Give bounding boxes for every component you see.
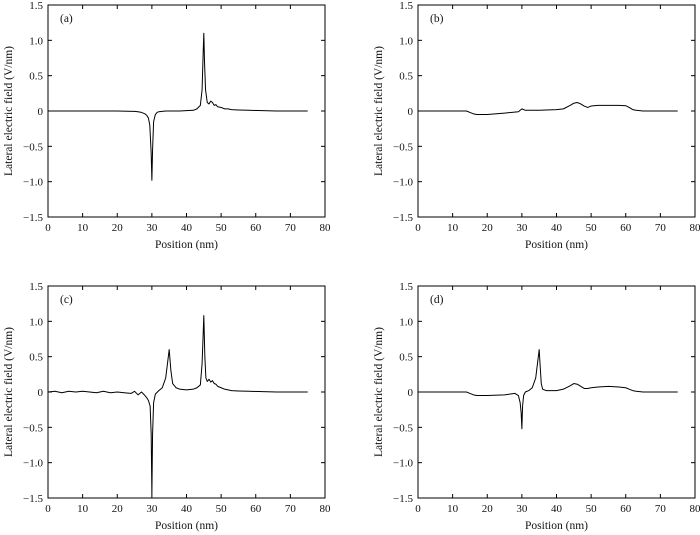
x-tick-label: 50 bbox=[586, 222, 598, 234]
y-tick-label: 0.5 bbox=[399, 71, 413, 83]
y-tick-label: 1.0 bbox=[29, 35, 43, 47]
y-tick-label: 1.5 bbox=[399, 281, 413, 293]
y-tick-label: 0 bbox=[408, 106, 414, 118]
x-tick-label: 20 bbox=[482, 222, 494, 234]
series-line bbox=[48, 32, 308, 181]
x-tick-label: 0 bbox=[415, 503, 421, 515]
panel-label: (a) bbox=[60, 13, 73, 25]
x-tick-label: 50 bbox=[216, 222, 228, 234]
x-tick-label: 40 bbox=[551, 222, 563, 234]
series-line bbox=[418, 102, 678, 116]
x-tick-label: 60 bbox=[620, 503, 632, 515]
x-tick-label: 0 bbox=[415, 222, 421, 234]
y-tick-label: −1.5 bbox=[23, 212, 43, 224]
y-tick-label: 1.0 bbox=[29, 316, 43, 328]
y-tick-label: 0 bbox=[38, 106, 44, 118]
x-tick-label: 20 bbox=[112, 222, 124, 234]
chart-panel-c: 0 10 20 30 40 50 60 70 80 1.5 1.0 0.5 0 −0.5 −1.0 −1.5 P… bbox=[3, 281, 331, 532]
x-axis-title: Position (nm) bbox=[155, 239, 218, 251]
y-tick-label: −1.5 bbox=[23, 493, 43, 505]
y-tick-label: −1.0 bbox=[23, 177, 43, 189]
x-tick-label: 30 bbox=[146, 222, 158, 234]
x-tick-label: 30 bbox=[146, 503, 158, 515]
x-tick-label: 0 bbox=[45, 503, 51, 515]
series-line bbox=[418, 349, 678, 430]
y-axis-title: Lateral electric field (V/nm) bbox=[3, 327, 15, 457]
y-axis-title: Lateral electric field (V/nm) bbox=[373, 46, 385, 176]
y-tick-label: 1.5 bbox=[29, 281, 43, 293]
x-tick-label: 40 bbox=[181, 222, 193, 234]
x-tick-label: 40 bbox=[181, 503, 193, 515]
y-tick-label: 1.5 bbox=[29, 0, 43, 12]
chart-panel-b: 0 10 20 30 40 50 60 70 80 1.5 1.0 0.5 0 −0.5 −1.0 −1.5 P… bbox=[373, 0, 700, 251]
x-tick-label: 70 bbox=[285, 222, 297, 234]
x-tick-label: 10 bbox=[447, 503, 459, 515]
x-tick-label: 10 bbox=[447, 222, 459, 234]
panel-label: (b) bbox=[430, 13, 444, 25]
x-axis-title: Position (nm) bbox=[525, 239, 588, 251]
panel-label: (c) bbox=[60, 294, 73, 306]
y-tick-label: 0.5 bbox=[29, 352, 43, 364]
x-tick-label: 70 bbox=[655, 503, 667, 515]
y-tick-label: 0 bbox=[408, 387, 414, 399]
x-tick-label: 20 bbox=[482, 503, 494, 515]
y-tick-label: −0.5 bbox=[23, 422, 43, 434]
y-tick-label: −1.0 bbox=[393, 177, 413, 189]
x-axis-title: Position (nm) bbox=[525, 520, 588, 532]
y-axis-title: Lateral electric field (V/nm) bbox=[3, 46, 15, 176]
panel-label: (d) bbox=[430, 294, 444, 306]
x-tick-label: 50 bbox=[586, 503, 598, 515]
chart-panel-a: 0 10 20 30 40 50 60 70 80 1.5 1.0 0.5 0 −0.5 −1.0 −1.5 P… bbox=[3, 0, 331, 251]
x-tick-label: 80 bbox=[320, 222, 332, 234]
y-tick-label: 0.5 bbox=[29, 71, 43, 83]
y-tick-label: 1.5 bbox=[399, 0, 413, 12]
x-tick-label: 60 bbox=[620, 222, 632, 234]
x-tick-label: 60 bbox=[250, 222, 262, 234]
x-tick-label: 30 bbox=[516, 222, 528, 234]
chart-panel-d: 0 10 20 30 40 50 60 70 80 1.5 1.0 0.5 0 −0.5 −1.0 −1.5 P… bbox=[373, 281, 700, 532]
series-line bbox=[47, 315, 308, 495]
x-tick-label: 10 bbox=[77, 222, 89, 234]
x-tick-label: 70 bbox=[655, 222, 667, 234]
x-tick-label: 20 bbox=[112, 503, 124, 515]
x-axis-title: Position (nm) bbox=[155, 520, 218, 532]
y-tick-label: −1.5 bbox=[393, 212, 413, 224]
y-tick-label: 0 bbox=[38, 387, 44, 399]
x-tick-label: 80 bbox=[320, 503, 332, 515]
y-tick-label: 1.0 bbox=[399, 35, 413, 47]
y-tick-label: −0.5 bbox=[23, 141, 43, 153]
y-tick-label: −1.0 bbox=[393, 458, 413, 470]
x-tick-label: 40 bbox=[551, 503, 563, 515]
y-tick-label: −1.0 bbox=[23, 458, 43, 470]
x-tick-label: 80 bbox=[690, 503, 700, 515]
y-tick-label: −0.5 bbox=[393, 422, 413, 434]
y-axis-title: Lateral electric field (V/nm) bbox=[373, 327, 385, 457]
x-tick-label: 80 bbox=[690, 222, 700, 234]
x-tick-label: 30 bbox=[516, 503, 528, 515]
x-tick-label: 60 bbox=[250, 503, 262, 515]
y-tick-label: −0.5 bbox=[393, 141, 413, 153]
x-tick-label: 70 bbox=[285, 503, 297, 515]
y-tick-label: 1.0 bbox=[399, 316, 413, 328]
x-tick-label: 50 bbox=[216, 503, 228, 515]
y-tick-label: 0.5 bbox=[399, 352, 413, 364]
x-tick-label: 0 bbox=[45, 222, 51, 234]
y-tick-label: −1.5 bbox=[393, 493, 413, 505]
x-tick-label: 10 bbox=[77, 503, 89, 515]
